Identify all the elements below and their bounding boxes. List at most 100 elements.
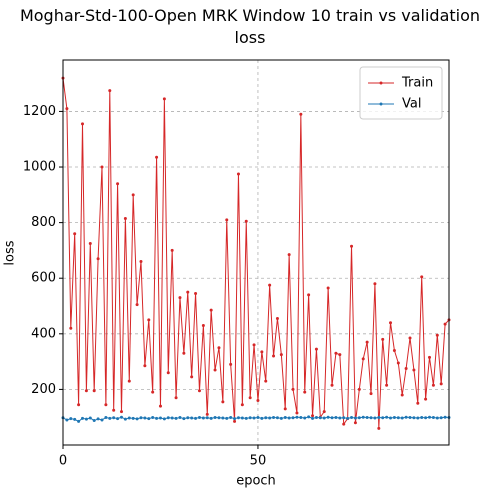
- data-point: [428, 355, 432, 359]
- data-point: [361, 415, 365, 419]
- data-point: [143, 416, 147, 420]
- data-point: [229, 362, 233, 366]
- data-point: [443, 415, 447, 419]
- data-point: [256, 399, 260, 403]
- data-point: [65, 418, 69, 422]
- data-point: [287, 416, 291, 420]
- data-point: [236, 416, 240, 420]
- data-point: [330, 416, 334, 420]
- data-point: [400, 393, 404, 397]
- data-point: [127, 379, 131, 383]
- data-point: [108, 416, 112, 420]
- data-point: [264, 379, 268, 383]
- data-point: [112, 416, 116, 420]
- data-point: [201, 323, 205, 327]
- data-point: [127, 416, 131, 420]
- data-point: [205, 416, 209, 420]
- data-point: [392, 348, 396, 352]
- data-point: [112, 408, 116, 412]
- data-point: [385, 383, 389, 387]
- data-point: [365, 415, 369, 419]
- series-line: [62, 416, 450, 422]
- data-point: [377, 426, 381, 430]
- data-point: [96, 257, 100, 261]
- data-point: [84, 417, 88, 421]
- data-point: [350, 244, 354, 248]
- data-point: [158, 404, 162, 408]
- data-point: [158, 416, 162, 420]
- data-point: [392, 415, 396, 419]
- data-point: [416, 416, 420, 420]
- data-point: [338, 353, 342, 357]
- data-point: [346, 416, 350, 420]
- data-point: [240, 403, 244, 407]
- data-point: [233, 419, 237, 423]
- data-point: [272, 354, 276, 358]
- data-point: [77, 419, 81, 423]
- data-point: [400, 416, 404, 420]
- data-point: [92, 389, 96, 393]
- data-point: [353, 416, 357, 420]
- y-tick-label: 800: [31, 215, 56, 230]
- y-tick-label: 1200: [23, 104, 56, 119]
- data-point: [123, 216, 127, 220]
- y-axis-label: loss: [3, 240, 18, 265]
- data-point: [389, 321, 393, 325]
- legend-marker: [379, 102, 383, 106]
- data-point: [88, 241, 92, 245]
- data-point: [69, 417, 73, 421]
- data-point: [381, 337, 385, 341]
- data-point: [342, 422, 346, 426]
- x-tick-label: 0: [59, 454, 67, 469]
- x-tick-label: 50: [250, 454, 267, 469]
- data-point: [217, 416, 221, 420]
- data-point: [174, 416, 178, 420]
- data-point: [412, 416, 416, 420]
- data-point: [385, 415, 389, 419]
- data-point: [100, 418, 104, 422]
- data-point: [221, 400, 225, 404]
- data-point: [404, 415, 408, 419]
- data-point: [92, 419, 96, 423]
- data-point: [186, 416, 190, 420]
- data-point: [178, 296, 182, 300]
- data-point: [404, 367, 408, 371]
- data-point: [338, 416, 342, 420]
- data-point: [365, 340, 369, 344]
- data-point: [229, 415, 233, 419]
- data-point: [108, 89, 112, 93]
- data-point: [248, 396, 252, 400]
- data-point: [295, 411, 299, 415]
- data-point: [435, 416, 439, 420]
- data-point: [439, 416, 443, 420]
- data-point: [357, 387, 361, 391]
- data-point: [342, 416, 346, 420]
- data-point: [299, 112, 303, 116]
- data-point: [283, 415, 287, 419]
- data-point: [244, 416, 248, 420]
- data-point: [424, 397, 428, 401]
- legend-label: Train: [401, 76, 433, 91]
- data-point: [396, 361, 400, 365]
- data-point: [377, 415, 381, 419]
- data-point: [162, 97, 166, 101]
- data-point: [65, 107, 69, 111]
- data-point: [361, 357, 365, 361]
- data-point: [396, 416, 400, 420]
- data-point: [389, 416, 393, 420]
- data-point: [268, 283, 272, 287]
- data-point: [322, 410, 326, 414]
- data-point: [190, 416, 194, 420]
- data-point: [178, 415, 182, 419]
- data-point: [166, 416, 170, 420]
- data-point: [116, 182, 120, 186]
- data-point: [326, 286, 330, 290]
- data-point: [182, 417, 186, 421]
- legend-marker: [379, 81, 383, 85]
- data-point: [155, 416, 159, 420]
- data-point: [205, 412, 209, 416]
- data-point: [201, 416, 205, 420]
- data-point: [314, 415, 318, 419]
- y-tick-label: 200: [31, 382, 56, 397]
